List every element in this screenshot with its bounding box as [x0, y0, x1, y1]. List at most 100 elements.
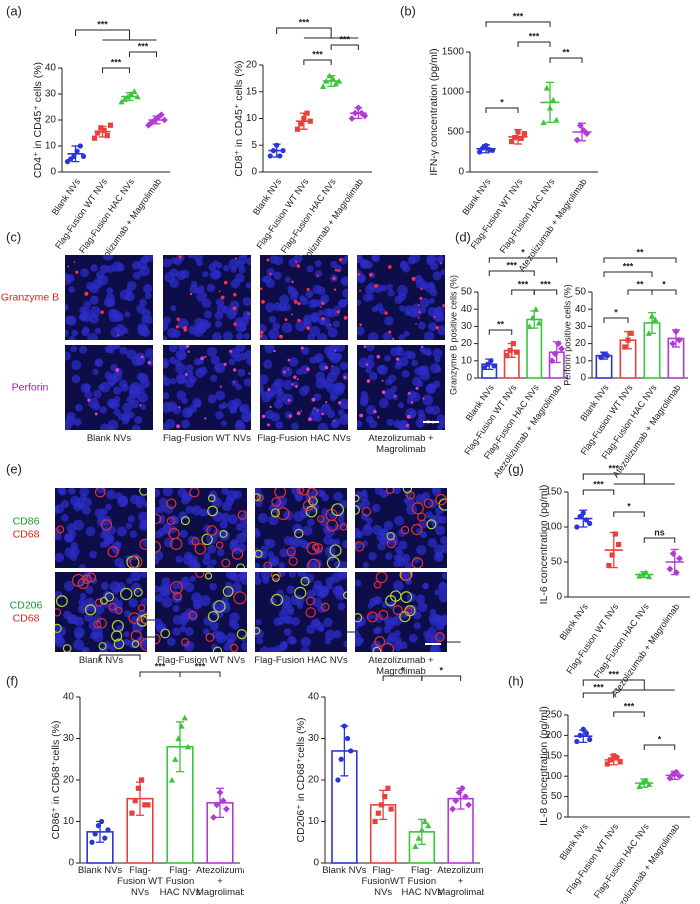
significance-bracket: [644, 745, 675, 750]
nucleus: [341, 276, 351, 286]
nucleus: [314, 414, 322, 422]
nucleus: [409, 634, 418, 643]
nucleus: [117, 496, 128, 507]
nucleus: [184, 552, 192, 560]
data-point: [514, 350, 519, 355]
nucleus: [418, 322, 426, 330]
nucleus: [312, 618, 320, 626]
nucleus: [239, 324, 246, 331]
nucleus: [90, 296, 99, 305]
nucleus: [440, 536, 448, 544]
nucleus: [232, 622, 240, 630]
nucleus: [355, 326, 364, 335]
nucleus: [246, 257, 254, 265]
nucleus: [384, 316, 393, 325]
significance-label: ***: [299, 17, 310, 27]
data-point: [533, 306, 539, 312]
nucleus: [111, 372, 122, 383]
data-point: [145, 802, 150, 807]
nucleus: [429, 383, 436, 390]
nucleus: [342, 540, 350, 548]
nucleus: [285, 276, 291, 282]
stain: [87, 399, 90, 402]
stain: [297, 302, 300, 305]
nucleus: [318, 423, 329, 434]
stain: [335, 269, 337, 271]
stain: [434, 316, 436, 318]
data-point: [298, 121, 303, 126]
nucleus: [114, 343, 121, 350]
data-point: [108, 123, 113, 128]
nucleus: [289, 571, 296, 578]
significance-bracket: [103, 68, 130, 73]
row-label: CD86: [13, 515, 40, 527]
nucleus: [126, 523, 132, 529]
nucleus: [100, 423, 108, 431]
stain: [294, 300, 298, 304]
nucleus: [125, 294, 131, 300]
nucleus: [243, 311, 252, 320]
stain: [411, 401, 414, 404]
nucleus: [311, 299, 319, 307]
nucleus: [131, 355, 142, 366]
panel-label: (c): [6, 229, 21, 244]
data-point: [99, 819, 104, 824]
nucleus: [229, 358, 236, 365]
nucleus: [402, 370, 410, 378]
nucleus: [215, 390, 225, 400]
stain: [288, 359, 291, 362]
nucleus: [289, 357, 299, 367]
stain: [307, 288, 310, 291]
nucleus: [414, 622, 421, 629]
stain: [291, 281, 294, 284]
nucleus: [273, 271, 281, 279]
stain: [204, 417, 206, 419]
nucleus: [68, 488, 75, 495]
stain: [377, 355, 381, 359]
nucleus: [322, 378, 333, 389]
y-tick-label: 0: [50, 167, 56, 178]
column-label: Blank NVs: [49, 656, 153, 667]
data-point: [348, 748, 353, 753]
significance-label: ***: [506, 260, 517, 270]
nucleus: [67, 614, 77, 624]
nucleus: [309, 326, 320, 337]
data-point: [618, 759, 623, 764]
stain: [233, 293, 237, 297]
nucleus: [222, 501, 232, 511]
nucleus: [387, 289, 394, 296]
nucleus: [317, 590, 326, 599]
x-tick-label-box: Atezolizumab + Magrolimab: [437, 866, 484, 898]
micrograph: [351, 483, 452, 569]
nucleus: [290, 637, 297, 644]
nucleus: [191, 592, 202, 603]
y-tick-label: 40: [308, 692, 320, 703]
nucleus: [207, 347, 217, 357]
stain: [183, 328, 187, 332]
nucleus: [162, 597, 173, 608]
nucleus: [223, 265, 230, 272]
y-tick-label: 0: [556, 592, 562, 603]
significance-bracket: [604, 272, 652, 277]
nucleus: [130, 399, 139, 408]
nucleus: [230, 407, 236, 413]
stain: [291, 314, 293, 316]
stain: [176, 317, 179, 320]
significance-bracket: [614, 712, 645, 717]
significance-label: **: [636, 247, 644, 257]
nucleus: [204, 552, 211, 559]
y-tick-label: 20: [246, 60, 258, 71]
nucleus: [87, 333, 98, 344]
significance-bracket: [604, 318, 628, 323]
data-point: [133, 798, 138, 803]
nucleus: [199, 509, 207, 517]
nucleus: [74, 418, 82, 426]
nucleus: [233, 574, 242, 583]
stain: [248, 372, 250, 374]
nucleus: [124, 311, 130, 317]
stain: [306, 367, 310, 371]
nucleus: [430, 618, 439, 627]
nucleus: [230, 266, 236, 272]
significance-bracket: [518, 42, 550, 47]
data-point: [376, 811, 381, 816]
